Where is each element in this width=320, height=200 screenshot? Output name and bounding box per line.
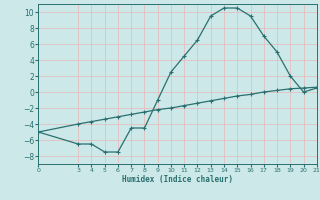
X-axis label: Humidex (Indice chaleur): Humidex (Indice chaleur): [122, 175, 233, 184]
